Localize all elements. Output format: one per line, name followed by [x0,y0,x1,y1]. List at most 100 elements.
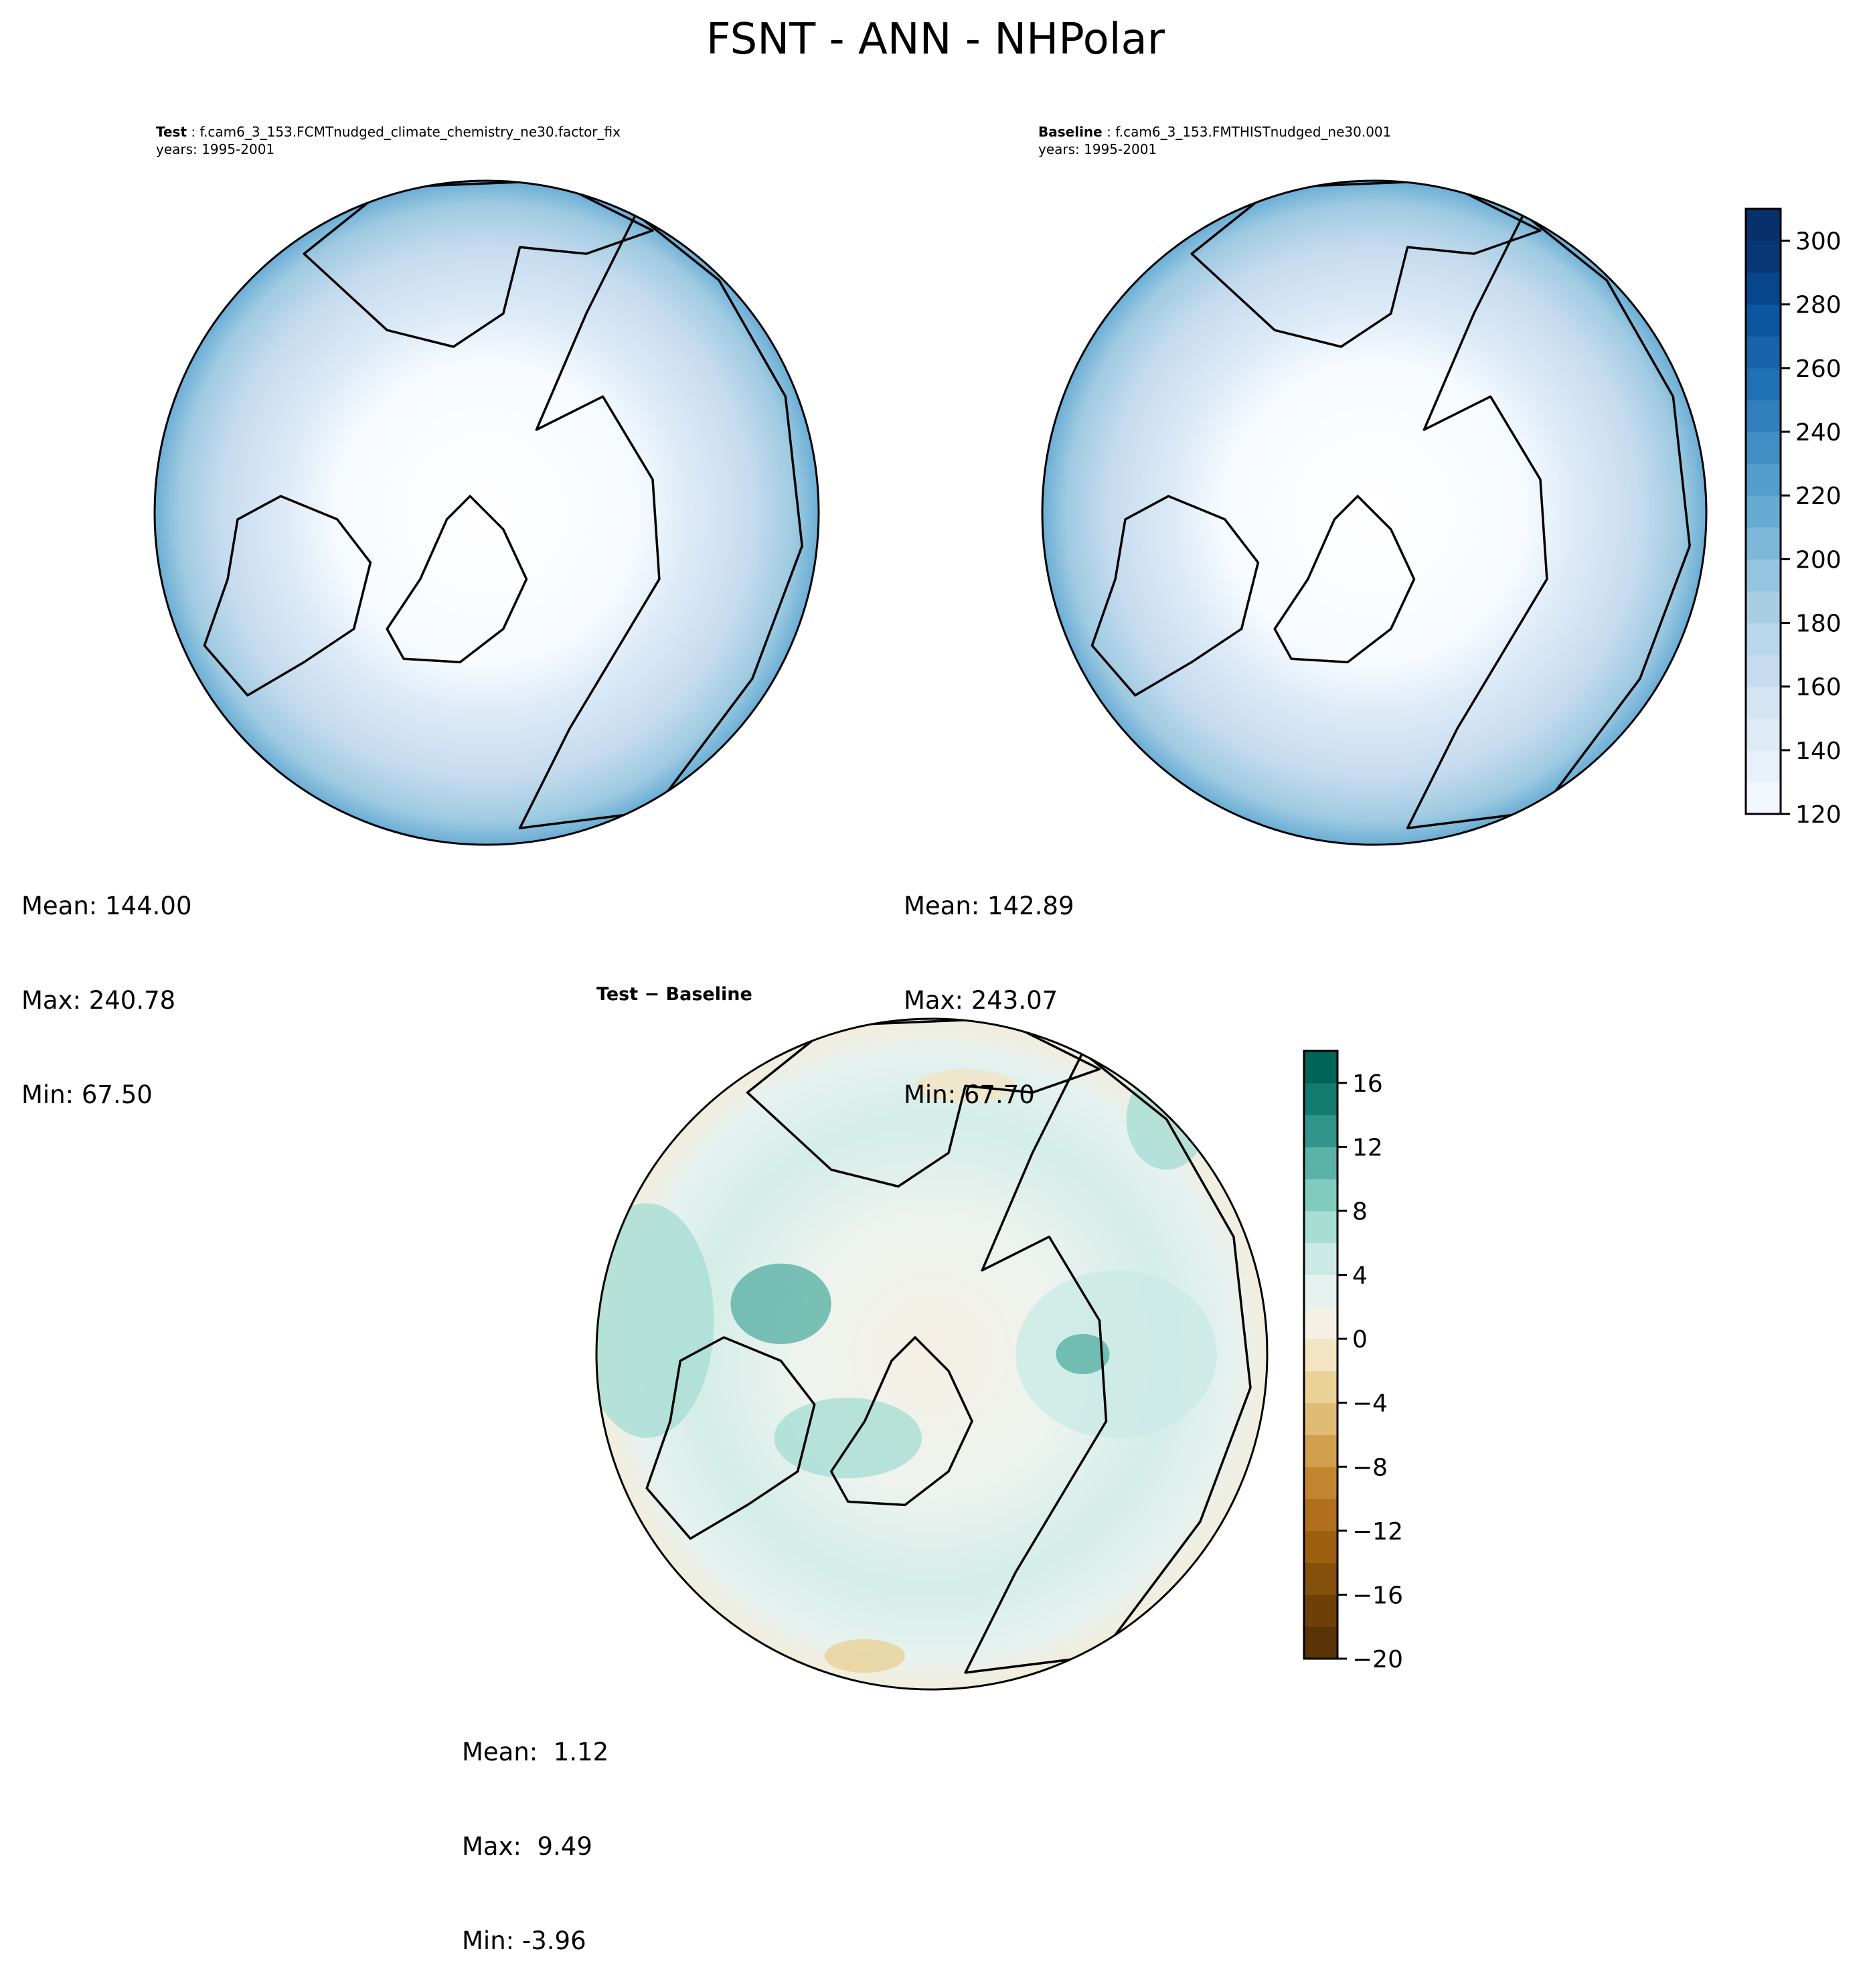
diff-colorbar-level [1304,1339,1337,1372]
blues-colorbar-level [1746,590,1781,624]
baseline-map-boundary [1041,179,1708,846]
diff-colorbar-level [1304,1147,1337,1179]
blues-colorbar: 120 140 160 180 200 220 240 260 280 300 [1744,208,1842,829]
blues-colorbar-tick-label: 260 [1795,355,1842,383]
diff-colorbar-level [1304,1307,1337,1339]
baseline-label: Baseline [1038,124,1103,140]
blues-colorbar-level [1746,304,1781,337]
baseline-map [1041,179,1708,846]
coastline [1406,212,1691,829]
blues-colorbar-tick-label: 160 [1795,674,1842,701]
diff-colorbar-frame [1303,1050,1339,1660]
blues-colorbar-tick-label: 300 [1795,228,1842,256]
diff-colorbar-level [1304,1499,1337,1531]
blues-colorbar-level [1746,559,1781,592]
diff-colorbar-tick-label: 8 [1352,1198,1368,1226]
test-max: Max: 240.78 [21,986,176,1015]
coastline [829,1336,973,1507]
blues-colorbar-level [1746,400,1781,432]
coastline [386,495,528,663]
blues-colorbar-level [1746,336,1781,369]
diff-colorbar-level [1304,1242,1337,1276]
diff-colorbar-tick-label: −4 [1352,1390,1388,1418]
diff-map-anomaly-patch [1126,1069,1207,1170]
diff-colorbar-level [1304,1051,1337,1084]
test-stats: Mean: 144.00 Max: 240.78 Min: 67.50 [21,827,192,1142]
blues-colorbar-tick-label: 120 [1795,801,1842,829]
test-map [153,179,820,846]
blues-colorbar-level [1746,272,1781,305]
baseline-stats: Mean: 142.89 Max: 243.07 Min: 67.70 [904,827,1074,1142]
coastline [1273,495,1416,663]
blues-colorbar-level [1746,432,1781,465]
blues-colorbar-level [1746,495,1781,528]
diff-max: Max: 9.49 [462,1832,592,1861]
baseline-min: Min: 67.70 [904,1080,1035,1109]
blues-colorbar-level [1746,209,1781,242]
baseline-case-name: f.cam6_3_153.FMTHISTnudged_ne30.001 [1115,124,1392,140]
diff-mean: Mean: 1.12 [462,1738,609,1766]
diff-colorbar-level [1304,1594,1337,1627]
diff-map-anomaly-patch [774,1398,922,1479]
diff-map-anomaly-patch [824,1639,905,1673]
blues-colorbar-tick-label: 240 [1795,419,1842,446]
diff-colorbar-tick-label: 4 [1352,1262,1368,1290]
diff-colorbar: −20 −16 −12 −8 −4 0 4 8 12 16 [1303,1050,1403,1673]
diff-colorbar-tick-label: 16 [1352,1070,1383,1098]
blues-colorbar-level [1746,623,1781,655]
diff-min: Min: -3.96 [462,1926,586,1955]
diff-colorbar-tick-label: −8 [1352,1454,1388,1481]
diff-colorbar-level [1304,1370,1337,1404]
diff-colorbar-tick-label: 12 [1352,1134,1383,1161]
coastline [1090,495,1260,697]
test-label: Test [156,124,187,140]
coastline [964,1051,1252,1674]
coastline [1190,181,1542,348]
figure-title: FSNT - ANN - NHPolar [706,15,1165,64]
diff-colorbar-level [1304,1402,1337,1435]
diff-colorbar-tick-label: 0 [1352,1326,1368,1353]
diff-colorbar-level [1304,1210,1337,1244]
diff-colorbar-level [1304,1562,1337,1595]
blues-colorbar-tick-label: 200 [1795,546,1842,574]
blues-colorbar-level [1746,655,1781,687]
baseline-max: Max: 243.07 [904,986,1058,1015]
diff-map-anomaly-patch [1015,1270,1217,1438]
coastline [645,1336,816,1540]
diff-colorbar-tick-label: −20 [1352,1646,1403,1673]
diff-map-anomaly-patch [730,1263,831,1344]
blues-colorbar-frame [1744,208,1782,815]
baseline-mean: Mean: 142.89 [904,892,1074,920]
blues-colorbar-level [1746,463,1781,496]
diff-colorbar-level [1304,1082,1337,1116]
blues-colorbar-level [1746,750,1781,782]
diff-colorbar-level [1304,1274,1337,1307]
test-mean: Mean: 144.00 [21,892,192,920]
diff-colorbar-level [1304,1530,1337,1564]
blues-colorbar-level [1746,367,1781,400]
baseline-years: years: 1995-2001 [1038,141,1157,157]
diff-colorbar-tick-label: −12 [1352,1518,1403,1546]
diff-colorbar-level [1304,1467,1337,1499]
test-map-boundary [153,179,820,846]
coastline [518,212,803,829]
diff-colorbar-tick-label: −16 [1352,1582,1403,1609]
blues-colorbar-tick-label: 280 [1795,292,1842,319]
blues-colorbar-level [1746,718,1781,751]
test-case-name: f.cam6_3_153.FCMTnudged_climate_chemistr… [199,124,621,140]
blues-colorbar-tick-label: 140 [1795,738,1842,765]
baseline-map-field [1042,181,1706,845]
diff-colorbar-level [1304,1179,1337,1212]
diff-map-anomaly-patch [1056,1333,1110,1375]
diff-colorbar-level [1304,1627,1337,1659]
baseline-panel-title: Baseline : f.cam6_3_153.FMTHISTnudged_ne… [1038,124,1392,157]
blues-colorbar-level [1746,240,1781,273]
diff-panel-title: Test − Baseline [596,984,752,1005]
blues-colorbar-level [1746,527,1781,560]
test-map-field [155,181,819,845]
test-panel-title: Test : f.cam6_3_153.FCMTnudged_climate_c… [156,124,621,157]
diff-map-anomaly-patch [596,1203,714,1438]
blues-colorbar-level [1746,782,1781,815]
coastline [303,181,654,348]
blues-colorbar-tick-label: 220 [1795,483,1842,510]
